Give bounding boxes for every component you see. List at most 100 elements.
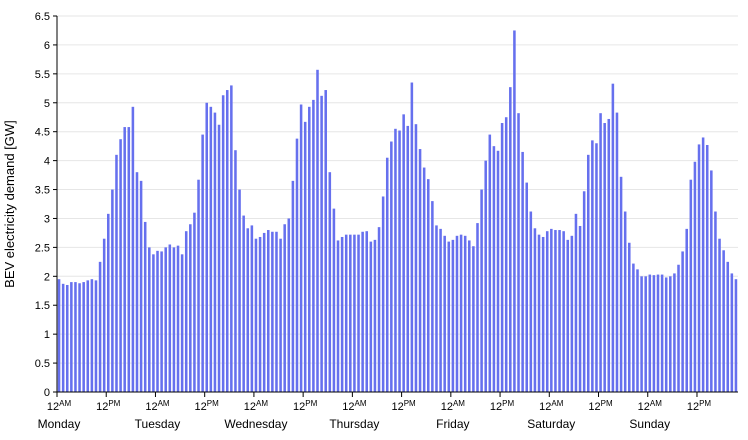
y-tick-label: 3 — [44, 213, 50, 225]
bar — [591, 140, 594, 392]
bar — [615, 112, 619, 392]
x-tick-label: 12PM — [687, 399, 712, 413]
x-tick-label: 12AM — [539, 399, 564, 413]
bar — [570, 235, 574, 392]
bar — [127, 127, 131, 393]
bar — [70, 282, 73, 392]
bar — [406, 125, 410, 393]
x-tick-main: 12 — [588, 401, 600, 413]
y-tick-label: 1 — [44, 329, 50, 341]
bar — [78, 283, 81, 392]
bar — [689, 179, 693, 392]
bar — [673, 273, 676, 392]
bar — [554, 230, 557, 392]
x-tick-label: 12AM — [244, 399, 269, 413]
bar — [189, 224, 192, 392]
bar — [369, 241, 373, 392]
bar — [480, 189, 483, 392]
x-tick-main: 12 — [47, 401, 59, 413]
x-tick-sup: AM — [256, 399, 268, 408]
bar — [628, 242, 631, 392]
bar — [558, 230, 561, 392]
bar — [492, 146, 496, 392]
x-tick-sup: PM — [699, 399, 711, 408]
bar — [258, 236, 262, 392]
x-tick-sup: PM — [502, 399, 514, 408]
bar — [168, 244, 172, 392]
bar — [660, 274, 664, 392]
bar — [287, 218, 291, 392]
x-tick-sup: AM — [59, 399, 71, 408]
bar — [513, 30, 516, 392]
bar — [279, 238, 282, 392]
bar — [398, 130, 401, 392]
bar — [184, 231, 188, 392]
bar — [730, 273, 734, 392]
bar — [541, 236, 545, 392]
x-tick-sup: AM — [354, 399, 366, 408]
bar — [283, 224, 286, 392]
bar — [225, 90, 229, 392]
bar — [213, 112, 217, 392]
bar — [61, 283, 65, 392]
y-tick-label: 1.5 — [35, 300, 50, 312]
bar — [521, 151, 524, 392]
x-tick-sup: PM — [404, 399, 416, 408]
bar — [102, 238, 106, 392]
day-label: Thursday — [329, 417, 379, 431]
bar — [607, 118, 611, 392]
bar — [197, 179, 200, 392]
bar — [677, 264, 680, 392]
bar — [246, 228, 250, 392]
bar — [299, 104, 303, 393]
bar — [271, 231, 274, 392]
x-tick-label: 12AM — [145, 399, 170, 413]
x-tick-sup: AM — [551, 399, 563, 408]
bar — [340, 236, 344, 392]
bar — [459, 234, 463, 392]
bar — [303, 121, 307, 392]
bar — [74, 282, 77, 392]
x-tick-main: 12 — [490, 401, 502, 413]
bar — [82, 282, 85, 392]
bar — [718, 238, 721, 392]
y-axis-title: BEV electricity demand [GW] — [2, 120, 17, 288]
bar — [94, 280, 98, 392]
bar — [336, 240, 340, 392]
bar — [468, 240, 471, 392]
bar — [496, 150, 500, 392]
bar — [640, 276, 643, 392]
bar — [734, 279, 738, 392]
day-label: Monday — [38, 417, 81, 431]
bar — [562, 231, 565, 392]
bar — [623, 211, 627, 392]
bar — [509, 87, 512, 393]
bar — [205, 102, 209, 393]
bar — [722, 250, 725, 392]
bar — [361, 231, 364, 392]
x-tick-sup: PM — [601, 399, 613, 408]
bar — [669, 276, 672, 392]
day-label: Tuesday — [135, 417, 181, 431]
bar — [705, 144, 709, 392]
bar — [250, 225, 254, 392]
day-label: Saturday — [527, 417, 575, 431]
bar — [472, 246, 475, 392]
bar — [262, 232, 266, 392]
bar — [180, 254, 184, 392]
bar — [316, 69, 319, 392]
y-tick-label: 2 — [44, 271, 50, 283]
bar — [90, 279, 94, 392]
x-tick-main: 12 — [687, 401, 699, 413]
bar — [681, 251, 684, 392]
bar — [328, 172, 332, 392]
x-tick-sup: AM — [650, 399, 662, 408]
bar — [418, 149, 422, 392]
bar — [431, 201, 434, 392]
x-tick-main: 12 — [539, 401, 551, 413]
x-tick-main: 12 — [293, 401, 305, 413]
bar — [451, 239, 455, 392]
bar — [611, 83, 615, 393]
bar — [414, 124, 418, 393]
